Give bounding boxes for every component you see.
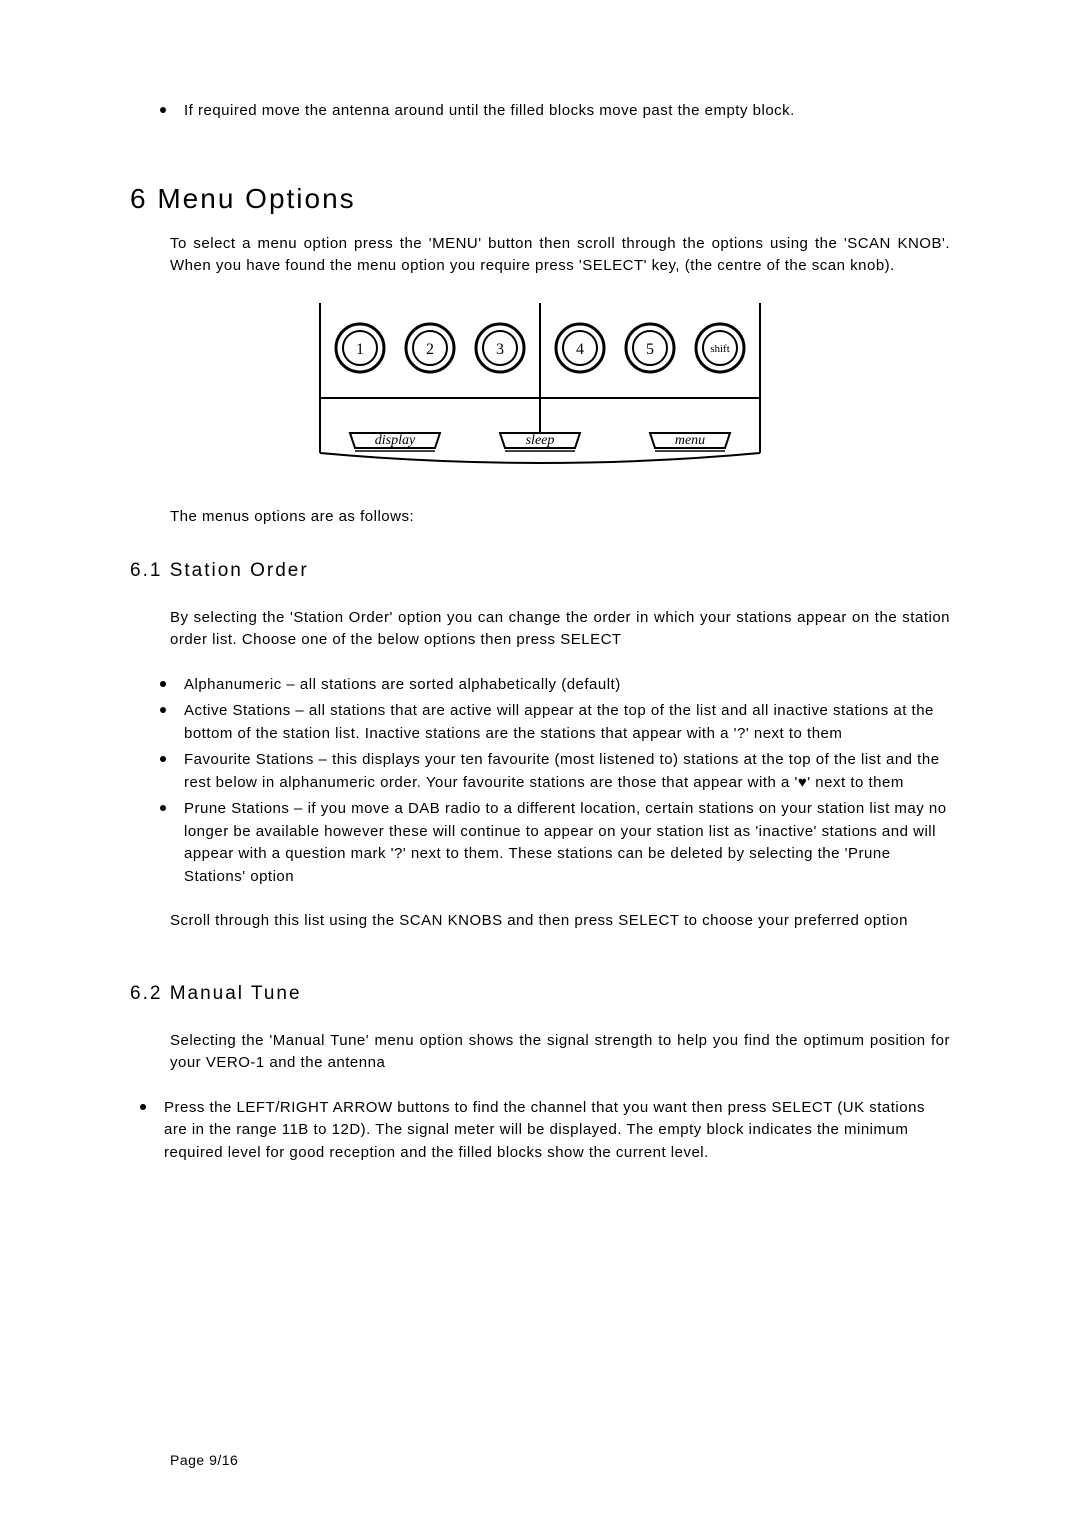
menu-button: menu (650, 433, 730, 451)
subsection-1-bullets: Alphanumeric – all stations are sorted a… (160, 674, 950, 889)
main-heading: 6 Menu Options (130, 183, 950, 215)
intro-bullet: If required move the antenna around unti… (160, 100, 950, 123)
svg-text:display: display (375, 433, 416, 448)
button-5: 5 (626, 324, 674, 372)
diagram-svg: 1 2 3 4 5 shift (300, 298, 780, 468)
bullet-text: Prune Stations – if you move a DAB radio… (184, 798, 950, 888)
intro-text: If required move the antenna around unti… (184, 100, 795, 123)
list-item: Active Stations – all stations that are … (160, 700, 950, 745)
bullet-dot (160, 756, 166, 762)
button-shift: shift (696, 324, 744, 372)
svg-text:3: 3 (496, 341, 504, 358)
svg-text:menu: menu (675, 433, 705, 448)
button-4: 4 (556, 324, 604, 372)
section-intro: To select a menu option press the 'MENU'… (170, 233, 950, 278)
page-footer: Page 9/16 (170, 1452, 238, 1468)
svg-text:sleep: sleep (526, 433, 555, 448)
svg-text:4: 4 (576, 341, 584, 358)
bullet-text: Favourite Stations – this displays your … (184, 749, 950, 794)
button-diagram: 1 2 3 4 5 shift (300, 298, 780, 468)
button-3: 3 (476, 324, 524, 372)
bullet-text: Active Stations – all stations that are … (184, 700, 950, 745)
scroll-text: Scroll through this list using the SCAN … (170, 910, 950, 933)
display-button: display (350, 433, 440, 451)
bullet-dot (140, 1104, 146, 1110)
bullet-text: Press the LEFT/RIGHT ARROW buttons to fi… (164, 1097, 950, 1165)
bullet-dot (160, 805, 166, 811)
subsection-2-heading: 6.2 Manual Tune (130, 983, 950, 1005)
button-1: 1 (336, 324, 384, 372)
options-line: The menus options are as follows: (170, 508, 950, 525)
svg-text:shift: shift (710, 343, 730, 355)
button-2: 2 (406, 324, 454, 372)
svg-text:5: 5 (646, 341, 654, 358)
list-item: Alphanumeric – all stations are sorted a… (160, 674, 950, 697)
list-item: Favourite Stations – this displays your … (160, 749, 950, 794)
bullet-text: Alphanumeric – all stations are sorted a… (184, 674, 621, 697)
svg-text:1: 1 (356, 341, 364, 358)
subsection-1-intro: By selecting the 'Station Order' option … (170, 607, 950, 652)
sleep-button: sleep (500, 433, 580, 451)
list-item: Prune Stations – if you move a DAB radio… (160, 798, 950, 888)
bullet-dot (160, 681, 166, 687)
svg-text:2: 2 (426, 341, 434, 358)
bullet-dot (160, 707, 166, 713)
list-item: Press the LEFT/RIGHT ARROW buttons to fi… (140, 1097, 950, 1165)
bullet-dot (160, 107, 166, 113)
subsection-2-bullets: Press the LEFT/RIGHT ARROW buttons to fi… (140, 1097, 950, 1165)
subsection-2-intro: Selecting the 'Manual Tune' menu option … (170, 1030, 950, 1075)
subsection-1-heading: 6.1 Station Order (130, 560, 950, 582)
